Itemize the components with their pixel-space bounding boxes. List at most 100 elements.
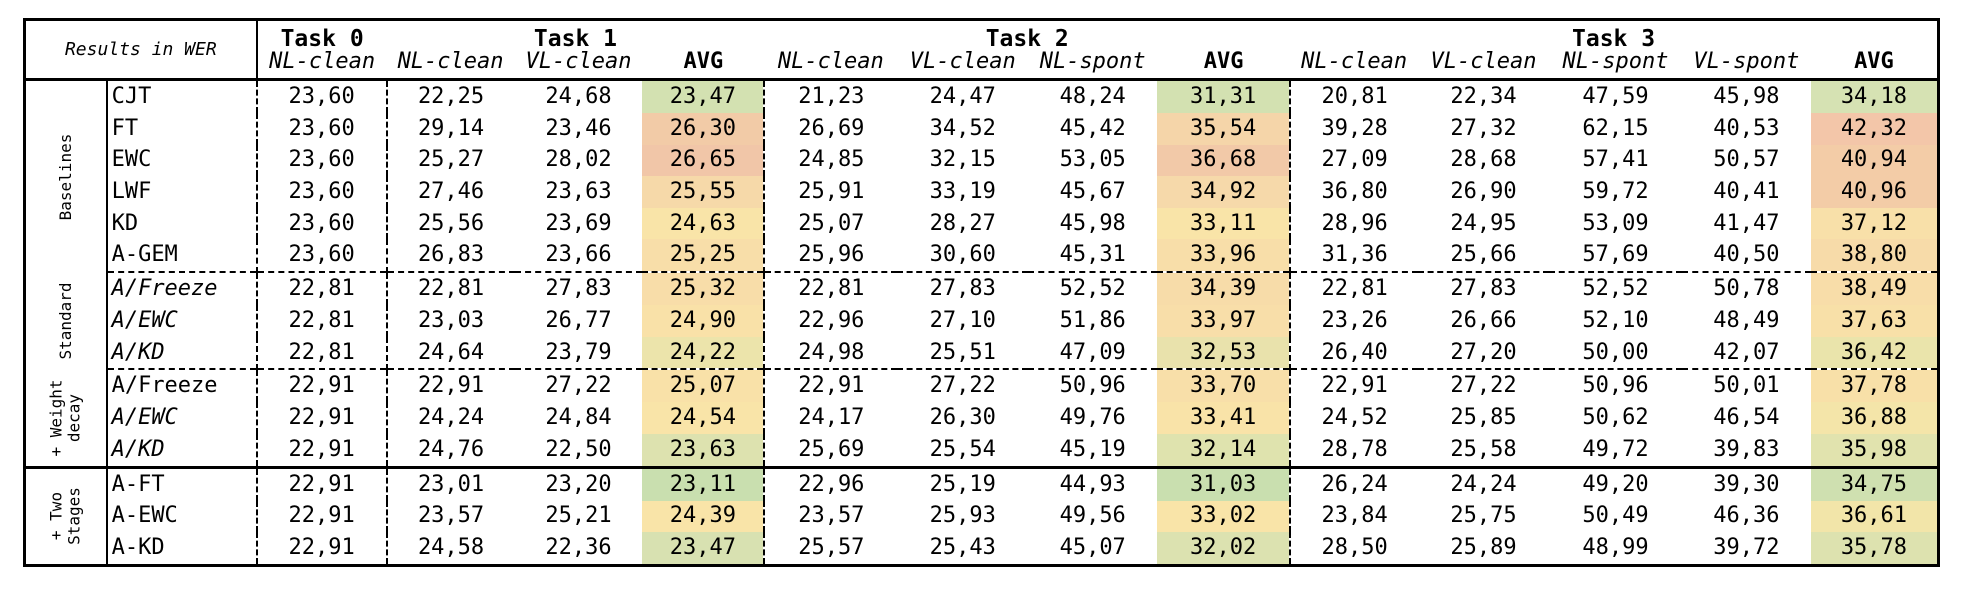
- table-row: FT 23,60 29,14 23,46 26,30 26,69 34,52 45,42 35,…: [26, 112, 1937, 145]
- wer-cell: 50,49: [1582, 503, 1649, 529]
- wer-cell: 22,91: [256, 532, 388, 564]
- wer-cell: 27,22: [514, 368, 643, 403]
- avg-cell: 25,32: [642, 271, 766, 305]
- method-name: KD: [106, 207, 258, 240]
- method-name: FT: [106, 112, 258, 145]
- avg-cell: 23,47: [642, 79, 766, 113]
- wer-cell: 26,77: [545, 307, 612, 333]
- wer-cell: 24,95: [1450, 210, 1517, 236]
- wer-cell: 45,42: [1059, 115, 1126, 141]
- wer-cell: 24,84: [545, 405, 612, 431]
- avg-cell: 40,96: [1810, 176, 1937, 208]
- wer-cell: 45,19: [1059, 436, 1126, 462]
- wer-cell: 48,99: [1582, 535, 1649, 561]
- wer-cell: 26,40: [1321, 339, 1388, 365]
- method-name: A/EWC: [106, 402, 258, 434]
- wer-cell: 53,09: [1582, 210, 1649, 236]
- wer-cell: 34,52: [929, 115, 996, 141]
- wer-cell: 57,69: [1582, 242, 1649, 268]
- avg-cell: 37,12: [1810, 207, 1937, 240]
- group-label: Baselines: [55, 133, 75, 220]
- wer-cell: 52,52: [1028, 271, 1158, 305]
- avg-cell: 23,47: [642, 532, 766, 564]
- wer-cell: 48,49: [1713, 307, 1780, 333]
- table-row: KD 23,60 25,56 23,69 24,63 25,07 28,27 45,98 33,…: [26, 207, 1937, 240]
- avg-cell: 36,88: [1810, 402, 1937, 434]
- column-header-9: NL-clean: [1290, 51, 1419, 81]
- table-row: Standard A/Freeze 22,81 22,81 27,83 25,32 22,8…: [26, 271, 1937, 370]
- avg-cell: 35,98: [1810, 433, 1937, 468]
- avg-cell: 36,42: [1810, 336, 1937, 370]
- table-row: + Weight decay A/Freeze 22,91 22,91 27,22 25,…: [26, 368, 1937, 468]
- task0-header: Task 0: [280, 26, 364, 51]
- table-row: + Two Stages A-FT 22,91 23,01 23,20 23,11 22,9…: [26, 465, 1937, 564]
- wer-cell: 29,14: [417, 115, 485, 141]
- wer-cell: 28,02: [545, 147, 612, 173]
- method-name: A-EWC: [106, 500, 258, 533]
- wer-cell: 45,31: [1059, 242, 1126, 268]
- wer-cell: 25,54: [929, 436, 996, 462]
- wer-cell: 25,69: [798, 436, 865, 462]
- wer-cell: 50,78: [1681, 271, 1811, 305]
- wer-cell: 39,30: [1681, 465, 1811, 501]
- wer-cell: 22,81: [256, 271, 388, 305]
- group-label-cell: + Two Stages: [26, 465, 108, 564]
- wer-cell: 28,27: [929, 210, 996, 236]
- task3-header: Task 3: [1572, 26, 1656, 51]
- wer-cell: 33,19: [929, 178, 996, 204]
- wer-cell: 22,34: [1450, 83, 1517, 109]
- avg-cell: 32,14: [1157, 433, 1292, 468]
- task2-header: Task 2: [985, 26, 1069, 51]
- wer-cell: 23,69: [545, 210, 612, 236]
- wer-cell: 22,81: [764, 271, 898, 305]
- method-name: A-FT: [106, 465, 258, 501]
- wer-cell: 24,64: [417, 339, 485, 365]
- group-label-cell: + Weight decay: [26, 369, 108, 468]
- avg-cell: 38,80: [1810, 239, 1937, 273]
- table-row: Baselines CJT 23,60 22,25 24,68 23,47 21,23 24,…: [26, 79, 1937, 273]
- avg-cell: 24,54: [642, 402, 766, 434]
- column-header-5: NL-clean: [764, 51, 898, 81]
- wer-cell: 50,00: [1582, 339, 1649, 365]
- wer-cell: 59,72: [1582, 178, 1649, 204]
- avg-cell: 34,75: [1810, 465, 1937, 501]
- method-name: EWC: [106, 144, 258, 177]
- wer-cell: 24,17: [798, 405, 865, 431]
- wer-cell: 25,21: [545, 503, 612, 529]
- wer-cell: 45,98: [1713, 83, 1780, 109]
- column-header-12: VL-spont: [1681, 51, 1811, 81]
- wer-cell: 23,63: [545, 178, 612, 204]
- wer-cell: 42,07: [1713, 339, 1780, 365]
- wer-cell: 28,96: [1321, 210, 1388, 236]
- wer-cell: 46,54: [1713, 405, 1780, 431]
- wer-cell: 48,24: [1059, 83, 1126, 109]
- wer-cell: 22,91: [386, 368, 515, 403]
- wer-cell: 27,83: [1418, 271, 1549, 305]
- wer-cell: 23,60: [256, 207, 388, 240]
- table-corner-label: Results in WER: [26, 21, 258, 81]
- wer-cell: 50,62: [1582, 405, 1649, 431]
- wer-cell: 22,91: [256, 465, 388, 501]
- wer-cell: 25,89: [1450, 535, 1517, 561]
- wer-cell: 31,36: [1321, 242, 1388, 268]
- wer-cell: 23,57: [417, 503, 485, 529]
- column-header-6: VL-clean: [897, 51, 1029, 81]
- avg-cell: 33,96: [1157, 239, 1292, 273]
- wer-cell: 25,91: [798, 178, 865, 204]
- avg-cell: 31,03: [1157, 465, 1292, 501]
- wer-cell: 25,93: [929, 503, 996, 529]
- column-header-10: VL-clean: [1418, 51, 1549, 81]
- avg-cell: 34,18: [1810, 79, 1937, 113]
- wer-cell: 41,47: [1713, 210, 1780, 236]
- table-row: A-EWC 22,91 23,57 25,21 24,39 23,57 25,93 49,56…: [26, 500, 1937, 533]
- wer-cell: 22,91: [256, 402, 388, 434]
- wer-cell: 23,60: [256, 79, 388, 113]
- wer-cell: 49,72: [1582, 436, 1649, 462]
- avg-cell: 33,70: [1157, 368, 1292, 403]
- wer-cell: 22,91: [1290, 368, 1419, 403]
- wer-cell: 24,76: [417, 436, 485, 462]
- wer-cell: 50,96: [1028, 368, 1158, 403]
- wer-cell: 32,15: [929, 147, 996, 173]
- wer-cell: 52,52: [1549, 271, 1682, 305]
- avg-cell: 42,32: [1810, 112, 1937, 145]
